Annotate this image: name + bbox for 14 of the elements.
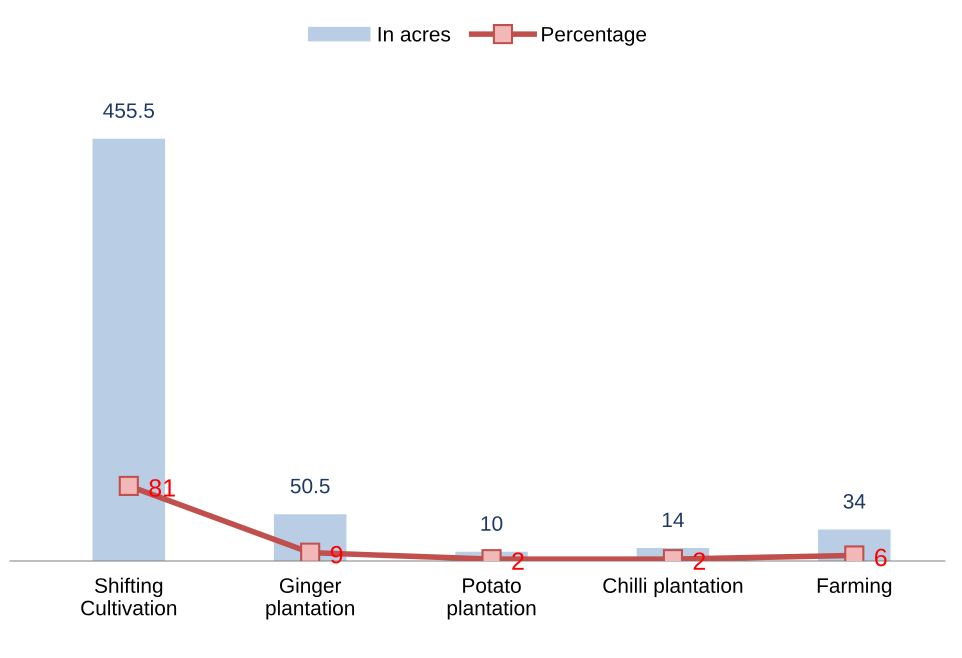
data-label: 34: [844, 494, 866, 509]
data-label: 455.5: [103, 103, 154, 118]
data-label: 6: [875, 548, 887, 566]
x-tick-label: Farming: [818, 578, 892, 598]
x-tick-label: Chilli plantation: [603, 578, 742, 598]
data-label: 81: [149, 479, 175, 497]
data-label: 50.5: [290, 478, 330, 494]
data-label: 14: [662, 512, 684, 528]
x-tick-label: Ginger plantation: [266, 578, 354, 620]
legend-label: In acres: [378, 27, 450, 42]
x-tick-label: Potato plantation: [448, 578, 536, 620]
x-tick-label: Shifting Cultivation: [81, 578, 176, 616]
data-label: 10: [482, 516, 502, 531]
legend-label: Percentage: [542, 27, 646, 46]
